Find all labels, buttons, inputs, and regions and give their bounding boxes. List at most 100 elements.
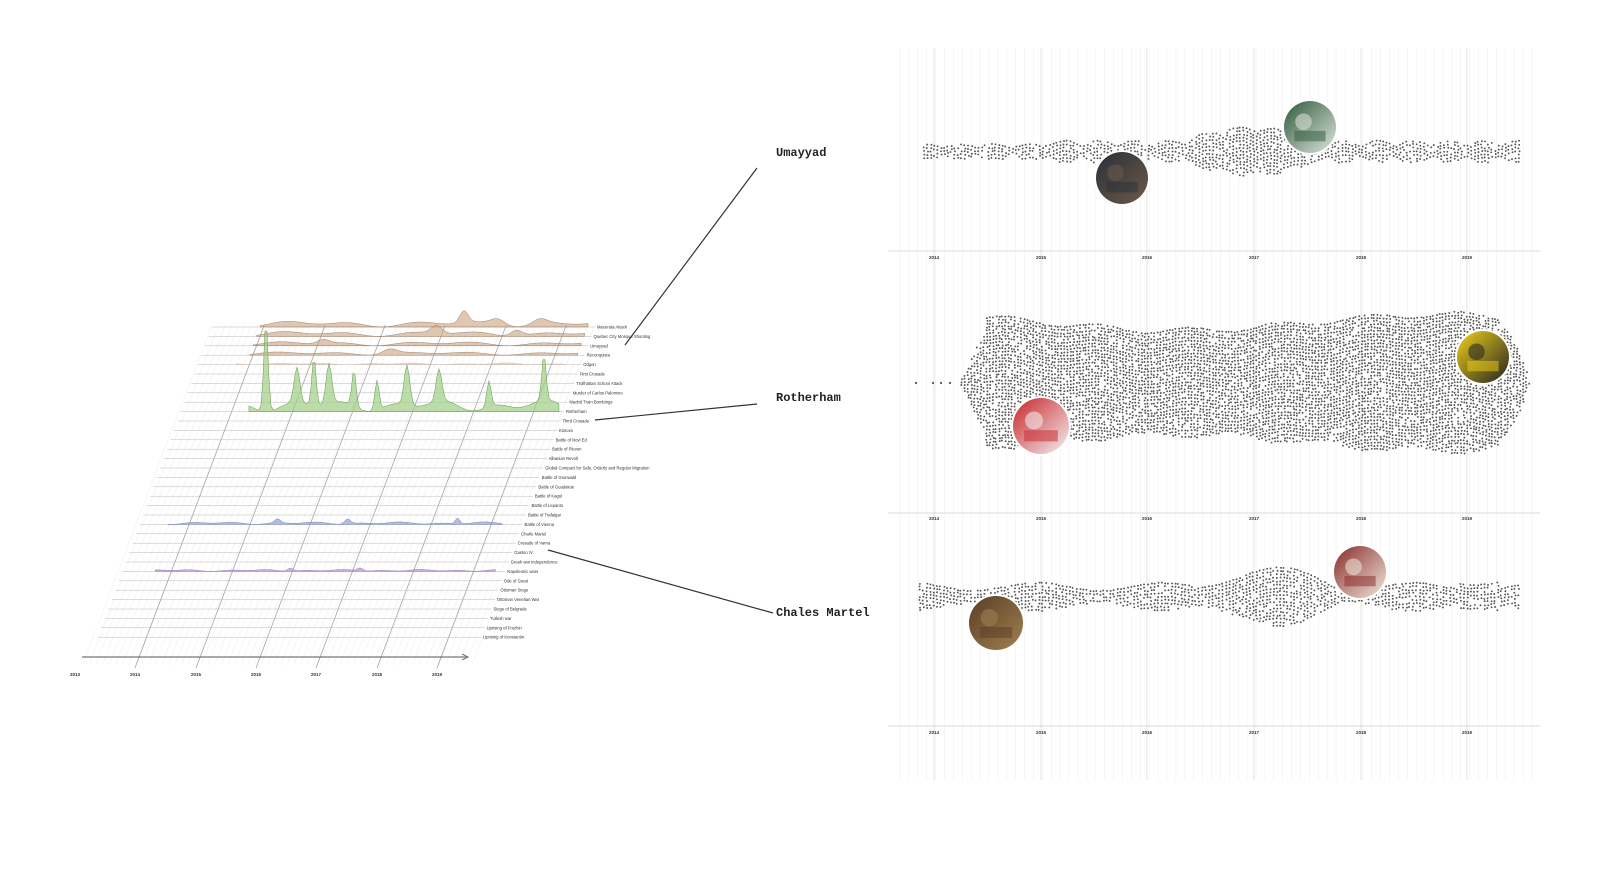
swarm-dot: [999, 341, 1001, 343]
swarm-dot: [1274, 425, 1276, 427]
swarm-dot: [1209, 384, 1211, 386]
swarm-dot: [1091, 427, 1093, 429]
swarm-dot: [1281, 427, 1283, 429]
swarm-dot: [1001, 357, 1003, 359]
swarm-dot: [1116, 336, 1118, 338]
swarm-dot: [1293, 401, 1295, 403]
swarm-dot: [1321, 349, 1323, 351]
swarm-dot: [1106, 404, 1108, 406]
swarm-dot: [1088, 336, 1090, 338]
swarm-dot: [1308, 346, 1310, 348]
swarm-dot: [1400, 151, 1402, 153]
swarm-dot: [1113, 432, 1115, 434]
swarm-dot: [1202, 434, 1204, 436]
swarm-dot: [1008, 347, 1010, 349]
swarm-dot: [985, 410, 987, 412]
swarm-dot: [1088, 420, 1090, 422]
swarm-dot: [1113, 342, 1115, 344]
swarm-dot: [1147, 343, 1149, 345]
swarm-dot: [1026, 357, 1028, 359]
swarm-dot: [1212, 362, 1214, 364]
swarm-dot: [1281, 398, 1283, 400]
swarm-dot: [1474, 142, 1476, 144]
swarm-dot: [1072, 344, 1074, 346]
swarm-dot: [1258, 354, 1260, 356]
swarm-dot: [999, 437, 1001, 439]
swarm-dot: [1246, 425, 1248, 427]
swarm-dot: [1321, 352, 1323, 354]
swarm-dot: [1477, 141, 1479, 143]
swarm-dot: [1101, 347, 1103, 349]
swarm-dot: [1236, 130, 1238, 132]
swarm-dot: [1035, 351, 1037, 353]
swarm-dot: [1208, 358, 1210, 360]
swarm-dot: [1119, 392, 1121, 394]
swarm-dot: [1160, 412, 1162, 414]
swarm-dot: [1314, 359, 1316, 361]
swarm-dot: [1200, 375, 1202, 377]
swarm-dot: [1187, 417, 1189, 419]
swarm-dot: [1215, 359, 1217, 361]
swarm-dot: [1113, 374, 1115, 376]
swarm-dot: [985, 368, 987, 370]
swarm-dot: [1171, 380, 1173, 382]
swarm-dot: [1216, 154, 1218, 156]
swarm-dot: [1085, 404, 1087, 406]
swarm-dot: [1079, 385, 1081, 387]
swarm-dot: [1474, 158, 1476, 160]
swarm-dot: [1129, 355, 1131, 357]
swarm-dot: [1255, 426, 1257, 428]
swarm-dot: [988, 393, 990, 395]
swarm-dot: [1138, 344, 1140, 346]
swarm-dot: [1203, 345, 1205, 347]
swarm-dot: [1134, 337, 1136, 339]
swarm-dot: [1001, 427, 1003, 429]
swarm-dot: [1281, 354, 1283, 356]
swarm-dot: [1327, 416, 1329, 418]
swarm-dot: [1168, 375, 1170, 377]
swarm-dot: [1178, 330, 1180, 332]
swarm-dot: [1153, 367, 1155, 369]
swarm-dot: [998, 389, 1000, 391]
swarm-dot: [1013, 390, 1015, 392]
swarm-dot: [1104, 372, 1106, 374]
swarm-dot: [1154, 354, 1156, 356]
swarm-dot: [998, 434, 1000, 436]
swarm-dot: [1042, 358, 1044, 360]
swarm-dot: [1181, 430, 1183, 432]
swarm-dot: [1020, 330, 1022, 332]
swarm-dot: [1233, 159, 1235, 161]
swarm-dot: [1104, 144, 1106, 146]
swarm-dot: [1287, 156, 1289, 158]
swarm-dot: [1327, 438, 1329, 440]
swarm-dot: [1342, 147, 1344, 149]
swarm-dot: [1057, 371, 1059, 373]
swarm-dot: [1119, 434, 1121, 436]
swarm-dot: [1160, 377, 1162, 379]
swarm-dot: [1280, 332, 1282, 334]
swarm-dot: [1131, 382, 1133, 384]
swarm-dot: [1143, 351, 1145, 353]
swarm-dot: [1337, 366, 1339, 368]
swarm-dot: [1089, 333, 1091, 335]
swarm-dot: [989, 442, 991, 444]
swarm-dot: [953, 148, 955, 150]
swarm-dot: [1082, 385, 1084, 387]
swarm-dot: [1162, 369, 1164, 371]
swarm-dot: [1151, 415, 1153, 417]
swarm-dot: [1330, 352, 1332, 354]
swarm-dot: [1302, 380, 1304, 382]
swarm-dot: [1255, 385, 1257, 387]
swarm-dot: [1061, 352, 1063, 354]
swarm-dot: [1209, 342, 1211, 344]
swarm-dot: [1266, 159, 1268, 161]
swarm-dot: [1058, 390, 1060, 392]
swarm-dot: [1135, 331, 1137, 333]
swarm-dot: [1256, 136, 1258, 138]
swarm-dot: [1208, 166, 1210, 168]
swarm-dot: [1446, 151, 1448, 153]
swarm-dot: [989, 387, 991, 389]
swarm-dot: [1129, 388, 1131, 390]
swarm-dot: [986, 429, 988, 431]
swarm-dot: [1017, 397, 1019, 399]
